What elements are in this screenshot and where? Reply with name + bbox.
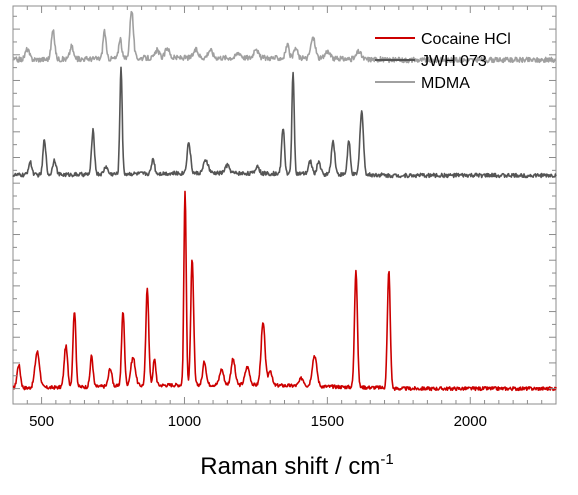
x-axis-title-superscript: -1 — [380, 451, 393, 468]
x-axis-ticks: 500 1000 1500 2000 — [26, 6, 543, 430]
x-tick-label: 1000 — [168, 413, 201, 430]
x-axis-title: Raman shift / cm-1 — [200, 451, 393, 480]
x-tick-label: 500 — [29, 413, 54, 430]
series-line-jwh-073 — [12, 66, 557, 179]
legend-label: JWH 073 — [421, 53, 487, 70]
legend-label: MDMA — [421, 75, 470, 92]
x-axis-title-text: Raman shift / cm — [200, 453, 380, 480]
y-axis-ticks — [13, 15, 556, 390]
legend-label: Cocaine HCl — [421, 31, 511, 48]
x-tick-label: 2000 — [454, 413, 487, 430]
x-tick-label: 1500 — [311, 413, 344, 430]
series-line-cocaine-hcl — [12, 190, 557, 392]
series-group — [12, 10, 557, 392]
legend: Cocaine HCl JWH 073 MDMA — [375, 31, 511, 92]
series-line-mdma — [12, 10, 557, 64]
